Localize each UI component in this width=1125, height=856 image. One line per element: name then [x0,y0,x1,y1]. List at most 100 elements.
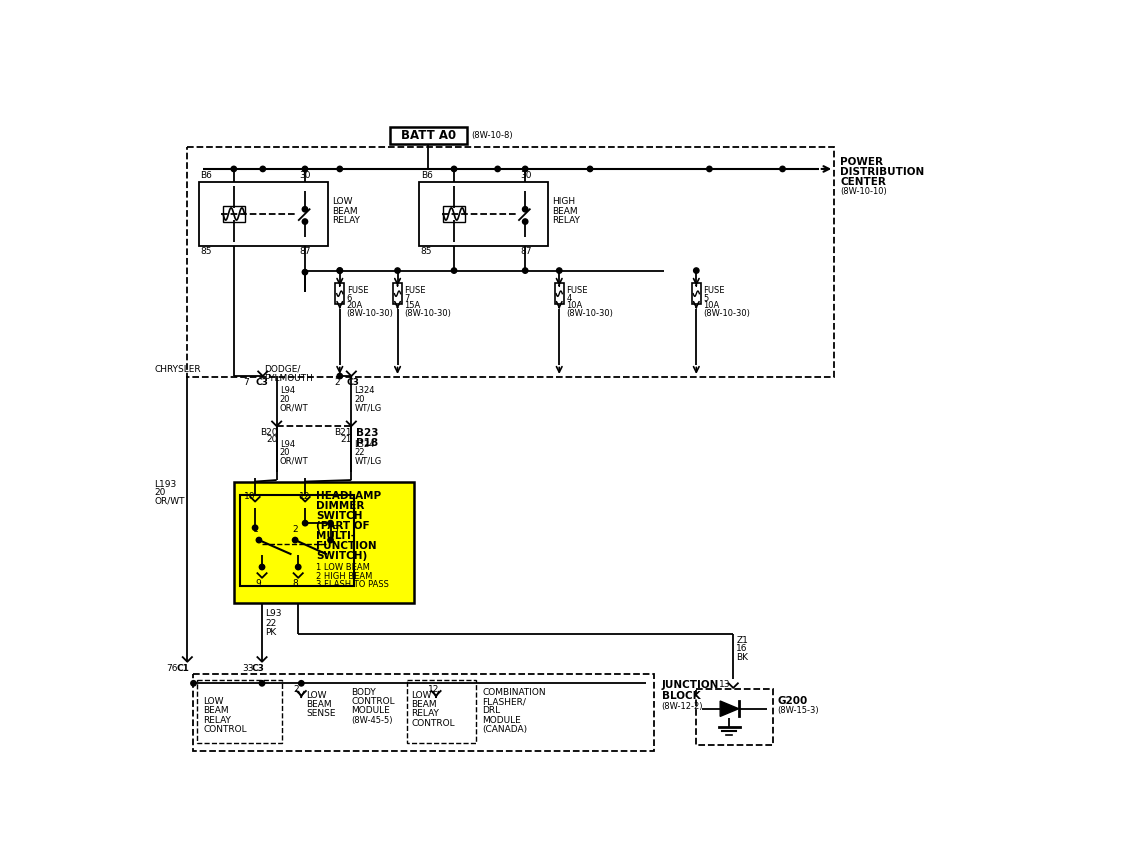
Text: SENSE: SENSE [306,710,335,718]
Circle shape [694,268,699,273]
Text: 2: 2 [292,525,298,534]
Circle shape [451,166,457,172]
Text: RELAY: RELAY [332,216,360,225]
Text: 20A: 20A [346,301,363,311]
Text: (PART OF: (PART OF [316,520,369,531]
Text: C1: C1 [177,664,189,673]
Text: 9: 9 [255,580,262,588]
Text: C3: C3 [251,664,264,673]
Bar [696,689,773,745]
Text: 33: 33 [243,664,254,673]
Text: 10A: 10A [703,301,720,311]
Circle shape [303,270,307,275]
Text: 6: 6 [346,294,352,303]
Text: DISTRIBUTION: DISTRIBUTION [840,167,925,176]
Text: 76: 76 [165,664,178,673]
Text: FUSE: FUSE [566,286,587,295]
Circle shape [298,681,304,686]
Text: OR/WT: OR/WT [154,497,184,506]
Bar [443,206,465,222]
Circle shape [522,268,528,273]
Text: HEADLAMP: HEADLAMP [316,490,381,501]
Text: 20: 20 [154,489,165,497]
Text: 2: 2 [334,377,340,387]
Bar [390,128,467,145]
Text: CENTER: CENTER [840,176,886,187]
Text: 4: 4 [566,294,572,303]
Text: MODULE: MODULE [351,706,390,716]
Text: SWITCH: SWITCH [316,511,362,520]
Bar [555,282,564,305]
Circle shape [338,268,342,273]
Bar [240,496,353,586]
Text: BEAM: BEAM [552,206,578,216]
Circle shape [191,681,196,686]
Text: (8W-10-30): (8W-10-30) [703,309,750,318]
Text: 10A: 10A [566,301,583,311]
Text: DRL: DRL [483,706,501,716]
Circle shape [395,268,400,273]
Text: 85: 85 [421,247,432,256]
Text: MULTI-: MULTI- [316,531,356,541]
Circle shape [252,525,258,531]
Text: LOW: LOW [332,198,352,206]
Text: C3: C3 [346,377,360,387]
Text: FUSE: FUSE [405,286,426,295]
Text: COMBINATION: COMBINATION [483,688,546,697]
Text: (8W-10-30): (8W-10-30) [566,309,613,318]
Bar [223,206,244,222]
Text: CONTROL: CONTROL [351,697,395,706]
Text: 1: 1 [253,525,259,534]
Text: PYLMOUTH: PYLMOUTH [264,374,313,383]
Text: RELAY: RELAY [412,710,439,718]
Circle shape [296,564,300,570]
Bar [335,282,344,305]
Text: BODY: BODY [351,688,376,697]
Text: G200: G200 [777,696,808,705]
Text: 20: 20 [266,436,277,444]
Bar [692,282,701,305]
Text: 20: 20 [354,395,364,403]
Circle shape [292,538,298,543]
Circle shape [231,166,236,172]
Text: CONTROL: CONTROL [204,725,248,734]
Text: BEAM: BEAM [332,206,358,216]
Text: BEAM: BEAM [412,700,436,710]
Text: 87: 87 [299,247,312,256]
Text: (CANADA): (CANADA) [483,725,528,734]
Text: B20: B20 [260,429,277,437]
Text: RELAY: RELAY [204,716,232,725]
Text: 30: 30 [520,171,531,181]
Text: 12: 12 [299,492,310,502]
Text: B6: B6 [421,171,432,181]
Text: OR/WT: OR/WT [280,403,308,412]
Text: 3 FLASH TO PASS: 3 FLASH TO PASS [316,580,389,589]
Circle shape [522,166,528,172]
Text: FLASHER/: FLASHER/ [483,697,526,706]
Text: BATT A0: BATT A0 [400,129,456,142]
Text: 10: 10 [244,492,255,502]
Circle shape [303,219,307,224]
Text: 2: 2 [294,685,299,694]
Bar [193,674,654,751]
Text: MODULE: MODULE [483,716,521,725]
Circle shape [557,268,561,273]
Text: 22: 22 [354,449,364,457]
Text: L94: L94 [280,440,295,449]
Bar [420,182,549,246]
Text: CHRYSLER: CHRYSLER [154,365,201,373]
Text: 13: 13 [719,681,731,689]
Text: 20: 20 [280,449,290,457]
Text: LOW: LOW [204,697,224,706]
Text: (8W-10-10): (8W-10-10) [840,187,886,196]
Text: (8W-10-30): (8W-10-30) [405,309,451,318]
Text: 15A: 15A [405,301,421,311]
Text: PK: PK [266,627,277,637]
Circle shape [338,268,342,273]
Bar [407,681,476,743]
Text: BEAM: BEAM [306,700,332,710]
Text: DIMMER: DIMMER [316,501,365,511]
Text: C3: C3 [255,377,268,387]
Text: 1 LOW BEAM: 1 LOW BEAM [316,563,370,572]
Text: 7: 7 [243,377,249,387]
